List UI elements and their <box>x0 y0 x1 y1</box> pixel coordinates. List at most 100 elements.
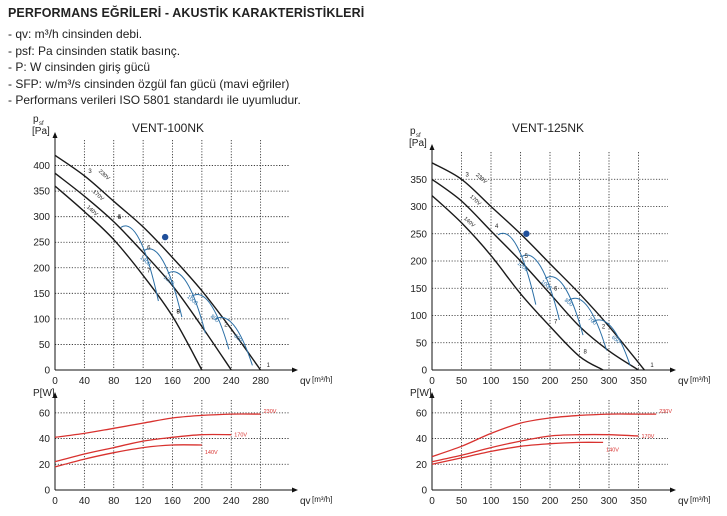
c2-y-label-sub: sf <box>416 133 421 139</box>
c1-power-y-label: P[W] <box>33 388 55 399</box>
c2-curve-140V <box>431 195 604 371</box>
c1-x-tick-label: 40 <box>79 376 91 387</box>
c1-x-tick-label: 80 <box>108 376 120 387</box>
c2-power-x-tick-label: 100 <box>483 496 500 507</box>
c1-point-label: 1 <box>267 363 271 369</box>
c2-sfp-curve <box>497 232 537 305</box>
c2-power-y-tick-label: 0 <box>421 486 427 497</box>
c2-x-tick-label: 200 <box>542 376 559 387</box>
c1-point-label: 6 <box>147 245 151 251</box>
c2-power-curve-140V <box>431 441 604 465</box>
c1-y-tick-label: 200 <box>33 263 50 274</box>
c2-y-tick-label: 300 <box>410 202 427 213</box>
c1-y-label-sub: sf <box>39 121 44 127</box>
c1-power-y-tick-label: 20 <box>39 460 51 471</box>
c2-power-x-tick-label: 300 <box>601 496 618 507</box>
note-3: - P: W cinsinden giriş gücü <box>8 60 151 75</box>
c1-power-y-axis-arrow <box>52 392 58 398</box>
c1-point-label: 4 <box>118 215 122 221</box>
c1-x-tick-label: 240 <box>223 376 240 387</box>
c1-power-x-label: qv <box>300 496 311 507</box>
c2-power-y-tick-label: 60 <box>416 408 428 419</box>
c2-point-label: 4 <box>495 224 499 230</box>
c2-point-label: 3 <box>466 172 470 178</box>
c1-y-tick-label: 400 <box>33 161 50 172</box>
c1-point-label: 2 <box>224 322 228 328</box>
c2-sfp-curve <box>545 276 584 336</box>
c2-power-x-tick-label: 200 <box>542 496 559 507</box>
c1-power-curve-170V <box>54 433 232 463</box>
c1-y-axis-arrow <box>52 132 58 138</box>
c1-sfp-curve <box>167 271 206 334</box>
c1-point-label: 9 <box>177 309 181 315</box>
c2-y-tick-label: 0 <box>421 366 427 377</box>
c1-x-tick-label: 200 <box>194 376 211 387</box>
c2-x-tick-label: 300 <box>601 376 618 387</box>
c1-power-x-tick-label: 120 <box>135 496 152 507</box>
c1-power-curve-140V <box>54 444 202 468</box>
c1-sfp-curve <box>120 225 159 302</box>
c1-curve-label-230V: 230V <box>97 169 111 182</box>
c2-sfp-label: 800 <box>563 298 574 309</box>
c2-y-label: p <box>410 126 416 137</box>
c2-power-x-tick-label: 350 <box>630 496 647 507</box>
c2-power-y-axis-arrow <box>429 392 435 398</box>
c1-power-curve-label-170V: 170V <box>234 433 247 439</box>
c2-sfp-label: 650 <box>610 335 621 346</box>
c2-x-tick-label: 250 <box>571 376 588 387</box>
c1-sfp-curve <box>144 248 183 318</box>
c1-x-axis-arrow <box>292 367 298 373</box>
c1-power-x-tick-label: 160 <box>164 496 181 507</box>
c2-sfp-curve <box>592 319 631 366</box>
c1-power-curve-label-230V: 230V <box>264 409 277 415</box>
c2-y-tick-label: 250 <box>410 229 427 240</box>
c2-x-unit: [m³/h] <box>690 375 710 384</box>
c2-curve-label-140V: 140V <box>462 216 476 229</box>
c1-y-tick-label: 300 <box>33 212 50 223</box>
c1-y-tick-label: 0 <box>44 366 50 377</box>
c1-y-tick-label: 250 <box>33 238 50 249</box>
c1-power-x-tick-label: 280 <box>252 496 269 507</box>
note-4: - SFP: w/m³/s cinsinden özgül fan gücü (… <box>8 76 290 91</box>
c1-power-curve-label-140V: 140V <box>205 450 218 456</box>
c2-point-label: 7 <box>554 319 558 325</box>
c1-power-x-axis-arrow <box>292 487 298 493</box>
c2-x-tick-label: 0 <box>429 376 435 387</box>
c2-curve-label-230V: 230V <box>474 172 488 185</box>
c2-power-x-tick-label: 50 <box>456 496 468 507</box>
c2-operating-point <box>523 230 530 237</box>
c1-point-label: 5 <box>118 215 122 221</box>
c2-power-x-tick-label: 150 <box>512 496 529 507</box>
c1-power-x-unit: [m³/h] <box>312 495 332 504</box>
c2-x-label: qv <box>678 376 689 387</box>
c2-power-curve-230V <box>431 413 657 458</box>
c1-x-tick-label: 280 <box>252 376 269 387</box>
c1-sfp-label: 600 <box>232 333 243 344</box>
c2-y-tick-label: 50 <box>416 338 428 349</box>
c1-y-tick-label: 350 <box>33 187 50 198</box>
c1-power-x-tick-label: 40 <box>79 496 91 507</box>
c2-point-label: 8 <box>584 349 588 355</box>
c2-power-y-tick-label: 20 <box>416 460 428 471</box>
c2-power-curve-label-170V: 170V <box>642 434 655 440</box>
c2-x-tick-label: 100 <box>483 376 500 387</box>
note-2: - psf: Pa cinsinden statik basınç. <box>8 43 181 58</box>
c2-power-x-label: qv <box>678 496 689 507</box>
c1-y-tick-label: 100 <box>33 314 50 325</box>
c2-x-tick-label: 350 <box>630 376 647 387</box>
c2-y-tick-label: 200 <box>410 257 427 268</box>
c2-x-tick-label: 50 <box>456 376 468 387</box>
c2-point-label: 2 <box>602 325 606 331</box>
c2-sfp-label: 700 <box>586 316 597 327</box>
c1-x-tick-label: 0 <box>52 376 58 387</box>
c2-x-tick-label: 150 <box>512 376 529 387</box>
page-title: PERFORMANS EĞRİLERİ - AKUSTİK KARAKTERİS… <box>8 6 365 20</box>
c1-operating-point <box>161 233 169 241</box>
notes-list: - qv: m³/h cinsinden debi. - psf: Pa cin… <box>8 26 301 109</box>
c2-y-tick-label: 150 <box>410 284 427 295</box>
chart-title-2: VENT-125NK <box>511 121 585 135</box>
c2-power-y-tick-label: 40 <box>416 434 428 445</box>
c1-x-unit: [m³/h] <box>312 375 332 384</box>
c2-power-x-unit: [m³/h] <box>690 495 710 504</box>
